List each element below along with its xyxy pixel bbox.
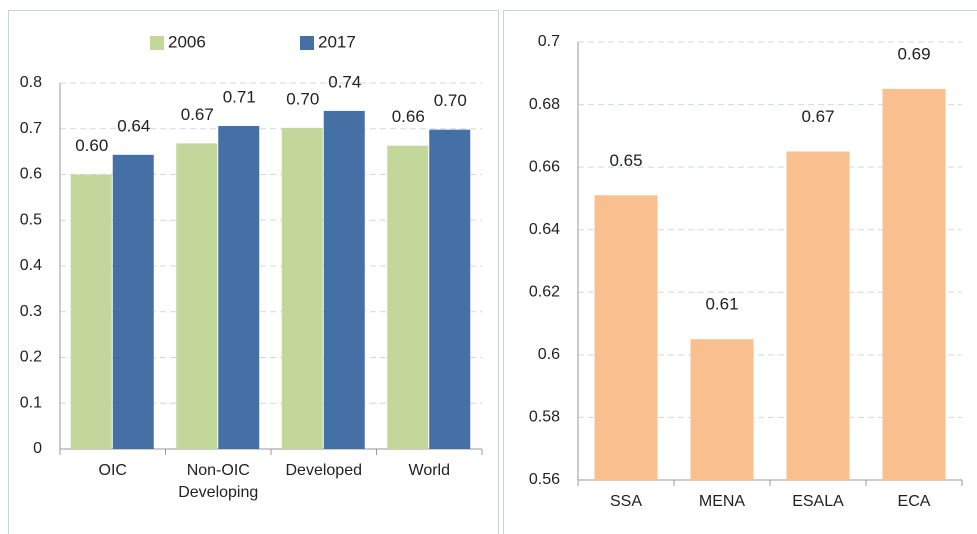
bar xyxy=(690,339,754,480)
bar xyxy=(176,143,218,449)
x-tick-label: World xyxy=(409,462,451,479)
bar xyxy=(594,195,658,481)
x-tick-label: SSA xyxy=(610,493,642,510)
data-label: 0.67 xyxy=(801,107,834,126)
x-tick-label: ECA xyxy=(898,493,931,510)
bar xyxy=(218,126,260,449)
legend-swatch xyxy=(150,36,164,50)
y-tick-label: 0.3 xyxy=(20,303,42,320)
legend-swatch xyxy=(300,36,314,50)
right-panel xyxy=(503,10,977,534)
x-tick-label: MENA xyxy=(699,493,746,510)
bar xyxy=(882,88,946,480)
bar xyxy=(281,127,323,450)
y-tick-label: 0.5 xyxy=(20,211,42,228)
y-tick-label: 0.68 xyxy=(529,96,560,113)
data-label: 0.69 xyxy=(897,44,930,63)
data-label: 0.66 xyxy=(392,107,425,126)
y-tick-label: 0.62 xyxy=(529,284,560,301)
bar xyxy=(70,174,112,449)
bar xyxy=(112,154,154,449)
left-panel xyxy=(8,10,499,534)
x-tick-label: Non-OIC Developing xyxy=(178,462,258,501)
data-label: 0.64 xyxy=(117,116,150,135)
y-tick-label: 0.2 xyxy=(20,349,42,366)
x-tick-label: ESALA xyxy=(792,493,844,510)
y-tick-label: 0.8 xyxy=(20,74,42,91)
data-label: 0.67 xyxy=(181,105,214,124)
data-label: 0.70 xyxy=(286,89,319,108)
data-label: 0.61 xyxy=(705,295,738,314)
bar xyxy=(429,129,471,450)
y-tick-label: 0.4 xyxy=(20,257,42,274)
bar xyxy=(323,110,365,449)
y-tick-label: 0 xyxy=(33,440,42,457)
data-label: 0.74 xyxy=(328,72,361,91)
y-tick-label: 0.56 xyxy=(529,471,560,488)
y-tick-label: 0.58 xyxy=(529,409,560,426)
data-label: 0.71 xyxy=(223,87,256,106)
y-tick-label: 0.6 xyxy=(538,346,560,363)
data-label: 0.70 xyxy=(434,91,467,110)
y-tick-label: 0.66 xyxy=(529,158,560,175)
y-tick-label: 0.6 xyxy=(20,166,42,183)
y-tick-label: 0.7 xyxy=(538,33,560,50)
bar xyxy=(387,145,429,450)
x-tick-label: Developed xyxy=(286,462,363,479)
data-label: 0.65 xyxy=(609,151,642,170)
legend-label: 2017 xyxy=(318,32,356,51)
y-tick-label: 0.64 xyxy=(529,221,560,238)
bar xyxy=(786,151,850,480)
legend-label: 2006 xyxy=(168,32,206,51)
y-tick-label: 0.7 xyxy=(20,120,42,137)
data-label: 0.60 xyxy=(75,136,108,155)
y-tick-label: 0.1 xyxy=(20,394,42,411)
x-tick-label: OIC xyxy=(99,462,127,479)
